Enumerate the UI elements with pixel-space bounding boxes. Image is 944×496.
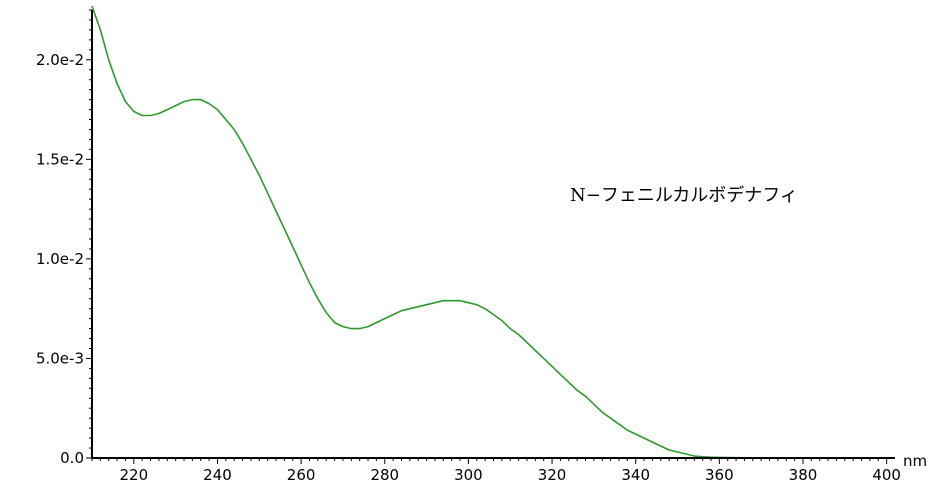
axes: [86, 9, 895, 464]
x-tick-label: 260: [287, 466, 316, 484]
x-tick-label: 360: [705, 466, 734, 484]
y-tick-label: 1.0e-2: [36, 250, 84, 268]
x-tick-label: 220: [120, 466, 149, 484]
plot-area: [91, 5, 887, 459]
y-tick-label: 2.0e-2: [36, 51, 84, 69]
tick-labels: 220 240 260 280 300 320 340 360 380 400 0.0 5.0e-3 1…: [36, 51, 901, 484]
y-tick-label: 0.0: [60, 449, 84, 467]
x-tick-label: 400: [872, 466, 901, 484]
y-tick-label: 5.0e-3: [36, 349, 84, 367]
compound-name-annotation: N−フェニルカルボデナフィ: [570, 185, 798, 206]
x-tick-label: 280: [370, 466, 399, 484]
spectrum-line: [91, 5, 887, 459]
x-tick-label: 340: [621, 466, 650, 484]
x-tick-label: 380: [789, 466, 818, 484]
x-tick-label: 300: [454, 466, 483, 484]
x-unit-label: nm: [903, 452, 927, 470]
x-tick-label: 240: [203, 466, 232, 484]
x-tick-label: 320: [538, 466, 567, 484]
y-tick-label: 1.5e-2: [36, 150, 84, 168]
